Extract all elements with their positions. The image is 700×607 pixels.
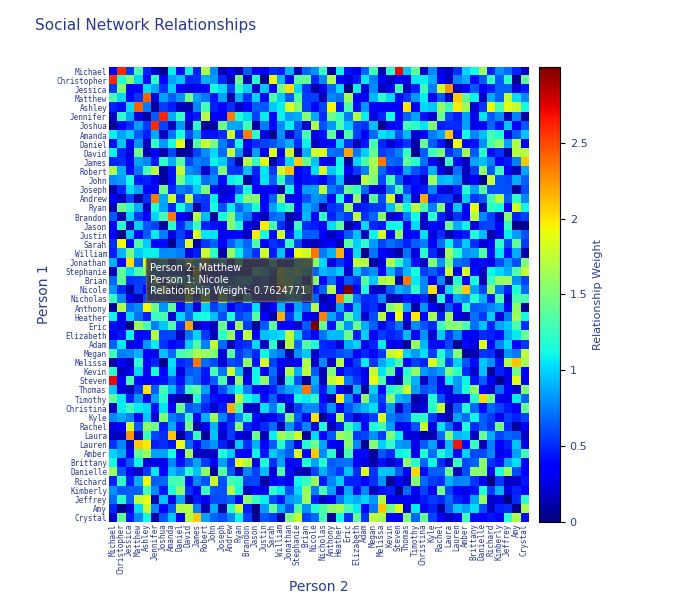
Text: Social Network Relationships: Social Network Relationships — [35, 18, 256, 33]
Y-axis label: Relationship Weight: Relationship Weight — [593, 239, 603, 350]
X-axis label: Person 2: Person 2 — [288, 580, 349, 594]
Text: Person 2: Matthew
Person 1: Nicole
Relationship Weight: 0.7624771: Person 2: Matthew Person 1: Nicole Relat… — [150, 263, 307, 296]
Y-axis label: Person 1: Person 1 — [36, 265, 50, 324]
